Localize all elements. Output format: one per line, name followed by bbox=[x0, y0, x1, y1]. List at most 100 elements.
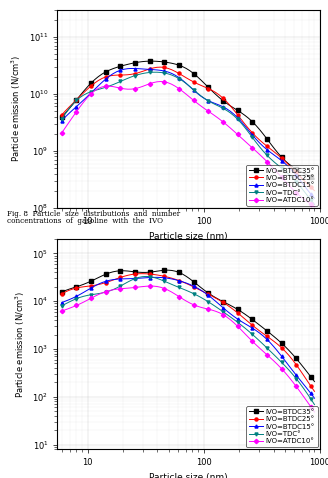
IVO=BTDC15° bbox=[203, 290, 207, 295]
IVO=BTDC35° bbox=[60, 114, 64, 120]
IVO=ATDC10° bbox=[93, 293, 97, 299]
IVO=BTDC35° bbox=[313, 379, 317, 384]
IVO=BTDC15° bbox=[93, 87, 97, 92]
IVO=BTDC35° bbox=[313, 176, 317, 182]
IVO=BTDC25° bbox=[313, 188, 317, 194]
IVO=BTDC25° bbox=[118, 274, 122, 280]
IVO=ATDC10° bbox=[148, 283, 152, 289]
X-axis label: Particle size (nm): Particle size (nm) bbox=[149, 473, 228, 478]
Line: IVO=TDC°: IVO=TDC° bbox=[60, 275, 316, 406]
IVO=BTDC15° bbox=[130, 65, 133, 71]
IVO=ATDC10° bbox=[276, 362, 280, 368]
IVO=TDC° bbox=[144, 273, 148, 279]
IVO=ATDC10° bbox=[276, 170, 280, 176]
IVO=TDC° bbox=[60, 117, 64, 122]
IVO=BTDC25° bbox=[118, 72, 122, 78]
IVO=BTDC15° bbox=[93, 283, 97, 289]
Line: IVO=ATDC10°: IVO=ATDC10° bbox=[60, 284, 316, 413]
IVO=BTDC25° bbox=[203, 84, 207, 90]
IVO=BTDC15° bbox=[313, 395, 317, 401]
IVO=TDC° bbox=[276, 162, 280, 168]
IVO=BTDC15° bbox=[313, 196, 317, 201]
IVO=ATDC10° bbox=[118, 286, 122, 292]
IVO=BTDC25° bbox=[276, 152, 280, 158]
Legend: IVO=BTDC35°, IVO=BTDC25°, IVO=BTDC15°, IVO=TDC°, IVO=ATDC10°: IVO=BTDC35°, IVO=BTDC25°, IVO=BTDC15°, I… bbox=[246, 406, 318, 447]
IVO=TDC° bbox=[279, 165, 283, 171]
IVO=TDC° bbox=[203, 297, 207, 303]
IVO=BTDC35° bbox=[203, 81, 207, 87]
IVO=TDC° bbox=[276, 356, 280, 361]
IVO=TDC° bbox=[118, 78, 122, 84]
IVO=ATDC10° bbox=[137, 85, 141, 91]
Line: IVO=BTDC25°: IVO=BTDC25° bbox=[60, 272, 316, 393]
Line: IVO=TDC°: IVO=TDC° bbox=[60, 71, 316, 206]
IVO=ATDC10° bbox=[279, 174, 283, 180]
IVO=BTDC15° bbox=[155, 274, 159, 280]
IVO=BTDC35° bbox=[93, 276, 97, 282]
IVO=TDC° bbox=[203, 96, 207, 101]
IVO=BTDC25° bbox=[159, 64, 163, 70]
IVO=TDC° bbox=[313, 202, 317, 207]
IVO=TDC° bbox=[279, 359, 283, 365]
IVO=ATDC10° bbox=[313, 409, 317, 415]
Line: IVO=BTDC35°: IVO=BTDC35° bbox=[60, 269, 316, 383]
Line: IVO=BTDC15°: IVO=BTDC15° bbox=[60, 276, 316, 400]
IVO=BTDC25° bbox=[137, 70, 141, 76]
IVO=ATDC10° bbox=[159, 79, 163, 85]
IVO=BTDC35° bbox=[118, 268, 122, 274]
Legend: IVO=BTDC35°, IVO=BTDC25°, IVO=BTDC15°, IVO=TDC°, IVO=ATDC10°: IVO=BTDC35°, IVO=BTDC25°, IVO=BTDC15°, I… bbox=[246, 165, 318, 206]
IVO=TDC° bbox=[93, 291, 97, 297]
IVO=BTDC25° bbox=[279, 155, 283, 161]
IVO=BTDC25° bbox=[60, 291, 64, 297]
IVO=BTDC35° bbox=[203, 288, 207, 293]
IVO=BTDC35° bbox=[60, 289, 64, 295]
IVO=BTDC35° bbox=[118, 64, 122, 69]
IVO=BTDC35° bbox=[166, 267, 170, 273]
IVO=BTDC35° bbox=[93, 76, 97, 82]
IVO=BTDC35° bbox=[148, 58, 152, 64]
Line: IVO=BTDC15°: IVO=BTDC15° bbox=[60, 67, 316, 200]
IVO=TDC° bbox=[155, 69, 159, 75]
Line: IVO=ATDC10°: IVO=ATDC10° bbox=[60, 80, 316, 208]
IVO=BTDC15° bbox=[118, 276, 122, 282]
IVO=ATDC10° bbox=[313, 204, 317, 209]
IVO=ATDC10° bbox=[60, 130, 64, 136]
IVO=BTDC25° bbox=[137, 271, 141, 277]
IVO=BTDC15° bbox=[279, 158, 283, 163]
IVO=TDC° bbox=[118, 283, 122, 289]
Line: IVO=BTDC25°: IVO=BTDC25° bbox=[60, 65, 316, 192]
X-axis label: Particle size (nm): Particle size (nm) bbox=[149, 231, 228, 240]
Text: Fig. 8  Particle  size  distributions  and  number: Fig. 8 Particle size distributions and n… bbox=[7, 210, 180, 218]
IVO=TDC° bbox=[313, 402, 317, 407]
IVO=BTDC25° bbox=[276, 342, 280, 348]
IVO=BTDC35° bbox=[276, 150, 280, 156]
IVO=ATDC10° bbox=[203, 106, 207, 111]
Line: IVO=BTDC35°: IVO=BTDC35° bbox=[60, 60, 316, 181]
IVO=BTDC35° bbox=[276, 337, 280, 343]
IVO=BTDC35° bbox=[279, 340, 283, 346]
IVO=ATDC10° bbox=[137, 284, 141, 290]
IVO=BTDC15° bbox=[118, 67, 122, 73]
IVO=BTDC35° bbox=[137, 270, 141, 275]
IVO=BTDC15° bbox=[276, 155, 280, 161]
IVO=TDC° bbox=[137, 72, 141, 77]
IVO=BTDC25° bbox=[93, 80, 97, 86]
Text: concentrations  of  gasoline  with  the  IVO: concentrations of gasoline with the IVO bbox=[7, 217, 163, 225]
IVO=BTDC35° bbox=[279, 154, 283, 160]
Y-axis label: Particle emission (N/cm$^3$): Particle emission (N/cm$^3$) bbox=[10, 55, 23, 163]
IVO=ATDC10° bbox=[93, 88, 97, 94]
IVO=BTDC15° bbox=[60, 300, 64, 305]
IVO=BTDC15° bbox=[60, 118, 64, 123]
IVO=BTDC15° bbox=[203, 96, 207, 101]
IVO=BTDC25° bbox=[313, 389, 317, 394]
IVO=BTDC25° bbox=[140, 271, 144, 277]
IVO=BTDC15° bbox=[279, 353, 283, 359]
IVO=BTDC25° bbox=[203, 290, 207, 295]
IVO=BTDC15° bbox=[276, 348, 280, 354]
IVO=BTDC25° bbox=[93, 282, 97, 288]
IVO=BTDC35° bbox=[137, 59, 141, 65]
Y-axis label: Particle emission (N/cm$^3$): Particle emission (N/cm$^3$) bbox=[13, 291, 27, 398]
IVO=TDC° bbox=[93, 87, 97, 93]
IVO=BTDC25° bbox=[60, 112, 64, 118]
IVO=BTDC15° bbox=[140, 66, 144, 72]
